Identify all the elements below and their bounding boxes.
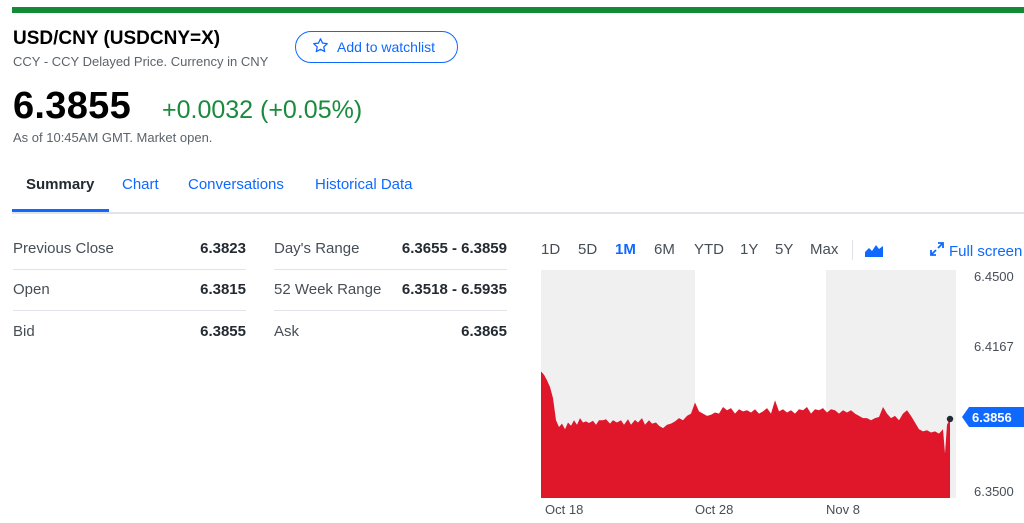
stat-label: Day's Range bbox=[274, 240, 360, 257]
quote-tabs: Summary Chart Conversations Historical D… bbox=[12, 160, 1024, 214]
stat-row-52-week-range: 52 Week Range 6.3518 - 6.5935 bbox=[274, 270, 507, 311]
full-screen-label: Full screen bbox=[949, 242, 1023, 260]
x-tick-label: Oct 18 bbox=[545, 502, 583, 517]
range-1m-button[interactable]: 1M bbox=[615, 241, 636, 258]
y-tick-label: 6.3500 bbox=[974, 484, 1014, 499]
stat-row-open: Open 6.3815 bbox=[13, 270, 246, 311]
current-value-label: 6.3856 bbox=[972, 410, 1012, 425]
tab-historical-data[interactable]: Historical Data bbox=[315, 176, 413, 193]
page-title: USD/CNY (USDCNY=X) bbox=[13, 28, 221, 49]
stat-row-bid: Bid 6.3855 bbox=[13, 312, 246, 352]
stat-label: 52 Week Range bbox=[274, 281, 382, 298]
current-value-badge: 6.3856 bbox=[962, 407, 1024, 427]
as-of-timestamp: As of 10:45AM GMT. Market open. bbox=[13, 130, 213, 145]
x-tick-label: Oct 28 bbox=[695, 502, 733, 517]
current-value-badge-bg bbox=[962, 407, 1024, 427]
stat-row-ask: Ask 6.3865 bbox=[274, 312, 507, 352]
range-6m-button[interactable]: 6M bbox=[654, 241, 675, 258]
range-5y-button[interactable]: 5Y bbox=[775, 241, 794, 258]
stat-value: 6.3823 bbox=[200, 240, 246, 257]
tab-summary[interactable]: Summary bbox=[26, 176, 95, 193]
active-tab-indicator bbox=[12, 209, 109, 212]
stat-value: 6.3655 - 6.3859 bbox=[401, 240, 507, 257]
stat-row-days-range: Day's Range 6.3655 - 6.3859 bbox=[274, 229, 507, 270]
stat-value: 6.3855 bbox=[200, 323, 246, 340]
range-1y-button[interactable]: 1Y bbox=[740, 241, 759, 258]
price-area-series bbox=[541, 371, 950, 498]
chart-shade-band bbox=[541, 270, 695, 498]
tab-chart[interactable]: Chart bbox=[122, 176, 159, 193]
stat-label: Open bbox=[13, 281, 50, 298]
y-tick-label: 6.4167 bbox=[974, 339, 1014, 354]
price-change: +0.0032 (+0.05%) bbox=[162, 96, 363, 124]
quote-subtitle: CCY - CCY Delayed Price. Currency in CNY bbox=[13, 54, 269, 69]
range-1d-button[interactable]: 1D bbox=[541, 241, 561, 258]
range-max-button[interactable]: Max bbox=[810, 241, 839, 258]
star-icon bbox=[312, 37, 329, 57]
range-5d-button[interactable]: 5D bbox=[578, 241, 598, 258]
stat-label: Previous Close bbox=[13, 240, 114, 257]
stat-label: Ask bbox=[274, 323, 300, 340]
range-ytd-button[interactable]: YTD bbox=[694, 241, 724, 258]
x-tick-label: Nov 8 bbox=[826, 502, 860, 517]
stat-value: 6.3518 - 6.5935 bbox=[401, 281, 507, 298]
last-price-dot bbox=[946, 415, 954, 423]
watchlist-label: Add to watchlist bbox=[337, 39, 436, 55]
controls-divider bbox=[852, 240, 853, 260]
brand-accent-bar bbox=[12, 7, 1024, 13]
stat-value: 6.3815 bbox=[200, 281, 246, 298]
stat-label: Bid bbox=[13, 323, 35, 340]
mountain-chart-icon[interactable] bbox=[865, 243, 883, 257]
stat-row-previous-close: Previous Close 6.3823 bbox=[13, 229, 246, 270]
full-screen-button[interactable]: Full screen bbox=[930, 242, 1022, 260]
add-to-watchlist-button[interactable]: Add to watchlist bbox=[295, 31, 458, 63]
chart-shade-band bbox=[826, 270, 956, 498]
expand-arrows-icon bbox=[930, 242, 944, 260]
stat-value: 6.3865 bbox=[461, 323, 507, 340]
y-tick-label: 6.4500 bbox=[974, 269, 1014, 284]
current-price: 6.3855 bbox=[13, 85, 132, 127]
tab-conversations[interactable]: Conversations bbox=[188, 176, 284, 193]
